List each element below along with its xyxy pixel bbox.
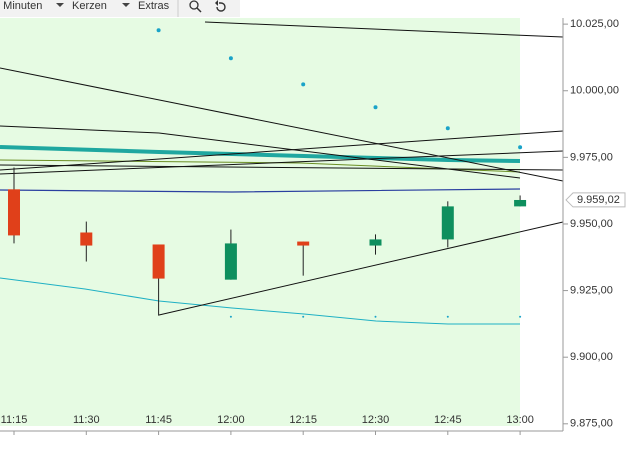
extras-menu[interactable]: Extras <box>138 0 170 12</box>
x-tick-label: 11:45 <box>145 414 172 426</box>
y-tick-label: 9.950,00 <box>570 218 613 230</box>
candle-body <box>514 199 527 207</box>
indicator-dot <box>446 315 449 318</box>
y-tick-label: 10.025,00 <box>570 18 619 30</box>
x-tick-label: 11:15 <box>1 414 28 426</box>
x-tick-label: 13:00 <box>506 414 534 426</box>
zoom-button[interactable] <box>189 0 202 13</box>
dropdown-icon <box>122 3 130 7</box>
y-tick-label: 10.000,00 <box>570 85 619 97</box>
indicator-dot <box>374 315 377 318</box>
indicator-dot <box>445 126 450 131</box>
indicator-dot <box>301 82 306 87</box>
indicators <box>0 145 521 325</box>
candle-body <box>8 189 20 236</box>
indicator-dot <box>302 315 305 318</box>
x-tick-label: 12:30 <box>362 414 390 426</box>
indicator-dot <box>519 315 522 318</box>
price-label: 9.959,02 <box>577 194 620 206</box>
candle-body <box>369 239 382 246</box>
candle-body <box>80 232 93 246</box>
candle-body <box>297 241 310 246</box>
y-tick-label: 9.975,00 <box>570 151 613 163</box>
indicator-dot <box>373 105 378 110</box>
x-tick-label: 12:00 <box>217 414 245 426</box>
x-tick-label: 12:15 <box>289 414 317 426</box>
indicator-dot <box>228 56 233 61</box>
y-tick-label: 9.875,00 <box>570 418 613 430</box>
interval-menu[interactable]: 5 Minuten <box>0 0 42 12</box>
indicator-dot <box>229 315 232 318</box>
candle-body <box>441 206 454 240</box>
x-tick-label: 12:45 <box>434 414 462 426</box>
y-tick-label: 9.900,00 <box>570 351 613 363</box>
x-tick-label: 11:30 <box>73 414 100 426</box>
dropdown-icon <box>56 3 64 7</box>
trendlines <box>0 21 564 316</box>
price-marker <box>565 192 626 208</box>
indicator-dot <box>518 145 523 150</box>
indicator-dot <box>156 28 161 33</box>
undo-button[interactable] <box>215 0 226 12</box>
candle-body <box>224 243 237 280</box>
chart-type-menu[interactable]: Kerzen <box>72 0 107 12</box>
y-tick-label: 9.925,00 <box>570 284 613 296</box>
candle-body <box>152 244 165 279</box>
